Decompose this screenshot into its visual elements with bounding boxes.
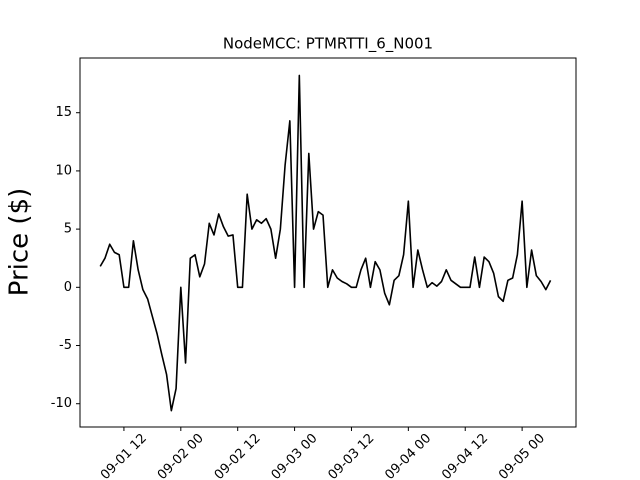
line-series <box>99 74 552 412</box>
plot-frame <box>79 57 577 428</box>
x-tick-label: 09-01 12 <box>98 431 150 480</box>
x-tick-label: 09-04 00 <box>382 431 434 480</box>
x-tick-label: 09-05 00 <box>496 431 548 480</box>
x-tick-label: 09-02 12 <box>212 431 264 480</box>
y-tick-label: 10 <box>55 163 72 178</box>
y-tick-label: 0 <box>64 280 72 295</box>
chart-title: NodeMCC: PTMRTTI_6_N001 <box>223 35 433 54</box>
y-tick-label: -5 <box>59 338 72 353</box>
y-tick-label: 5 <box>64 222 72 237</box>
x-tick-label: 09-02 00 <box>155 431 207 480</box>
x-tick-label: 09-03 00 <box>269 431 321 480</box>
y-axis-label: Price ($) <box>5 188 35 297</box>
x-tick-label: 09-04 12 <box>439 431 491 480</box>
x-tick-label: 09-03 12 <box>325 431 377 480</box>
y-tick-label: -10 <box>51 396 72 411</box>
y-tick-label: 15 <box>55 105 72 120</box>
